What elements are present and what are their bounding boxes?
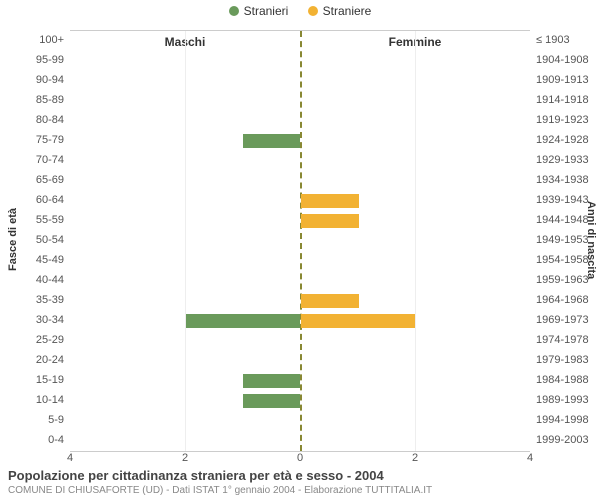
grid-line	[185, 31, 186, 451]
data-row	[70, 311, 530, 331]
data-row	[70, 371, 530, 391]
legend: Stranieri Straniere	[0, 4, 600, 19]
birth-year-label: 1929-1933	[536, 150, 600, 170]
data-row	[70, 251, 530, 271]
birth-year-label: 1944-1948	[536, 210, 600, 230]
legend-label-male: Stranieri	[244, 4, 289, 18]
data-row	[70, 51, 530, 71]
age-group-label: 75-79	[0, 130, 64, 150]
data-row	[70, 71, 530, 91]
data-row	[70, 391, 530, 411]
grid-line	[415, 31, 416, 451]
data-row	[70, 411, 530, 431]
data-row	[70, 191, 530, 211]
legend-swatch-male	[229, 6, 239, 16]
age-group-label: 20-24	[0, 350, 64, 370]
birth-year-label: 1964-1968	[536, 290, 600, 310]
age-group-label: 85-89	[0, 90, 64, 110]
birth-year-label: ≤ 1903	[536, 30, 600, 50]
data-row	[70, 331, 530, 351]
birth-year-label: 1989-1993	[536, 390, 600, 410]
age-group-label: 15-19	[0, 370, 64, 390]
legend-swatch-female	[308, 6, 318, 16]
age-group-labels: 100+95-9990-9485-8980-8475-7970-7465-696…	[0, 30, 66, 450]
legend-label-female: Straniere	[323, 4, 372, 18]
birth-year-label: 1959-1963	[536, 270, 600, 290]
data-row	[70, 351, 530, 371]
birth-year-labels: ≤ 19031904-19081909-19131914-19181919-19…	[534, 30, 600, 450]
x-tick-label: 0	[297, 452, 303, 464]
birth-year-label: 1994-1998	[536, 410, 600, 430]
bar-male	[243, 394, 301, 408]
x-tick-label: 2	[182, 452, 188, 464]
bar-female	[301, 194, 359, 208]
x-tick-label: 4	[527, 452, 533, 464]
age-group-label: 90-94	[0, 70, 64, 90]
x-tick-label: 4	[67, 452, 73, 464]
x-tick-label: 2	[412, 452, 418, 464]
chart-container: Stranieri Straniere Fasce di età Anni di…	[0, 0, 600, 500]
plot-area: Maschi Femmine	[70, 30, 530, 452]
age-group-label: 25-29	[0, 330, 64, 350]
birth-year-label: 1914-1918	[536, 90, 600, 110]
birth-year-label: 1939-1943	[536, 190, 600, 210]
age-group-label: 65-69	[0, 170, 64, 190]
birth-year-label: 1924-1928	[536, 130, 600, 150]
data-row	[70, 131, 530, 151]
data-row	[70, 431, 530, 451]
data-row	[70, 271, 530, 291]
chart-subtitle: COMUNE DI CHIUSAFORTE (UD) - Dati ISTAT …	[8, 485, 592, 496]
birth-year-label: 1969-1973	[536, 310, 600, 330]
data-row	[70, 111, 530, 131]
age-group-label: 40-44	[0, 270, 64, 290]
age-group-label: 30-34	[0, 310, 64, 330]
bar-male	[185, 314, 300, 328]
age-group-label: 0-4	[0, 430, 64, 450]
age-group-label: 55-59	[0, 210, 64, 230]
bar-male	[243, 374, 301, 388]
birth-year-label: 1949-1953	[536, 230, 600, 250]
data-row	[70, 291, 530, 311]
birth-year-label: 1954-1958	[536, 250, 600, 270]
data-row	[70, 31, 530, 51]
data-row	[70, 171, 530, 191]
data-row	[70, 151, 530, 171]
legend-item-female: Straniere	[308, 4, 372, 18]
chart-footer: Popolazione per cittadinanza straniera p…	[8, 468, 592, 496]
age-group-label: 5-9	[0, 410, 64, 430]
data-row	[70, 91, 530, 111]
age-group-label: 80-84	[0, 110, 64, 130]
data-row	[70, 231, 530, 251]
birth-year-label: 1904-1908	[536, 50, 600, 70]
age-group-label: 70-74	[0, 150, 64, 170]
birth-year-label: 1984-1988	[536, 370, 600, 390]
chart-title: Popolazione per cittadinanza straniera p…	[8, 468, 592, 483]
age-group-label: 95-99	[0, 50, 64, 70]
legend-item-male: Stranieri	[229, 4, 289, 18]
age-group-label: 35-39	[0, 290, 64, 310]
bar-female	[301, 314, 416, 328]
birth-year-label: 1974-1978	[536, 330, 600, 350]
birth-year-label: 1999-2003	[536, 430, 600, 450]
age-group-label: 50-54	[0, 230, 64, 250]
birth-year-label: 1909-1913	[536, 70, 600, 90]
birth-year-label: 1979-1983	[536, 350, 600, 370]
age-group-label: 100+	[0, 30, 64, 50]
birth-year-label: 1934-1938	[536, 170, 600, 190]
bar-female	[301, 214, 359, 228]
bar-female	[301, 294, 359, 308]
age-group-label: 60-64	[0, 190, 64, 210]
data-row	[70, 211, 530, 231]
birth-year-label: 1919-1923	[536, 110, 600, 130]
bar-male	[243, 134, 301, 148]
age-group-label: 10-14	[0, 390, 64, 410]
age-group-label: 45-49	[0, 250, 64, 270]
